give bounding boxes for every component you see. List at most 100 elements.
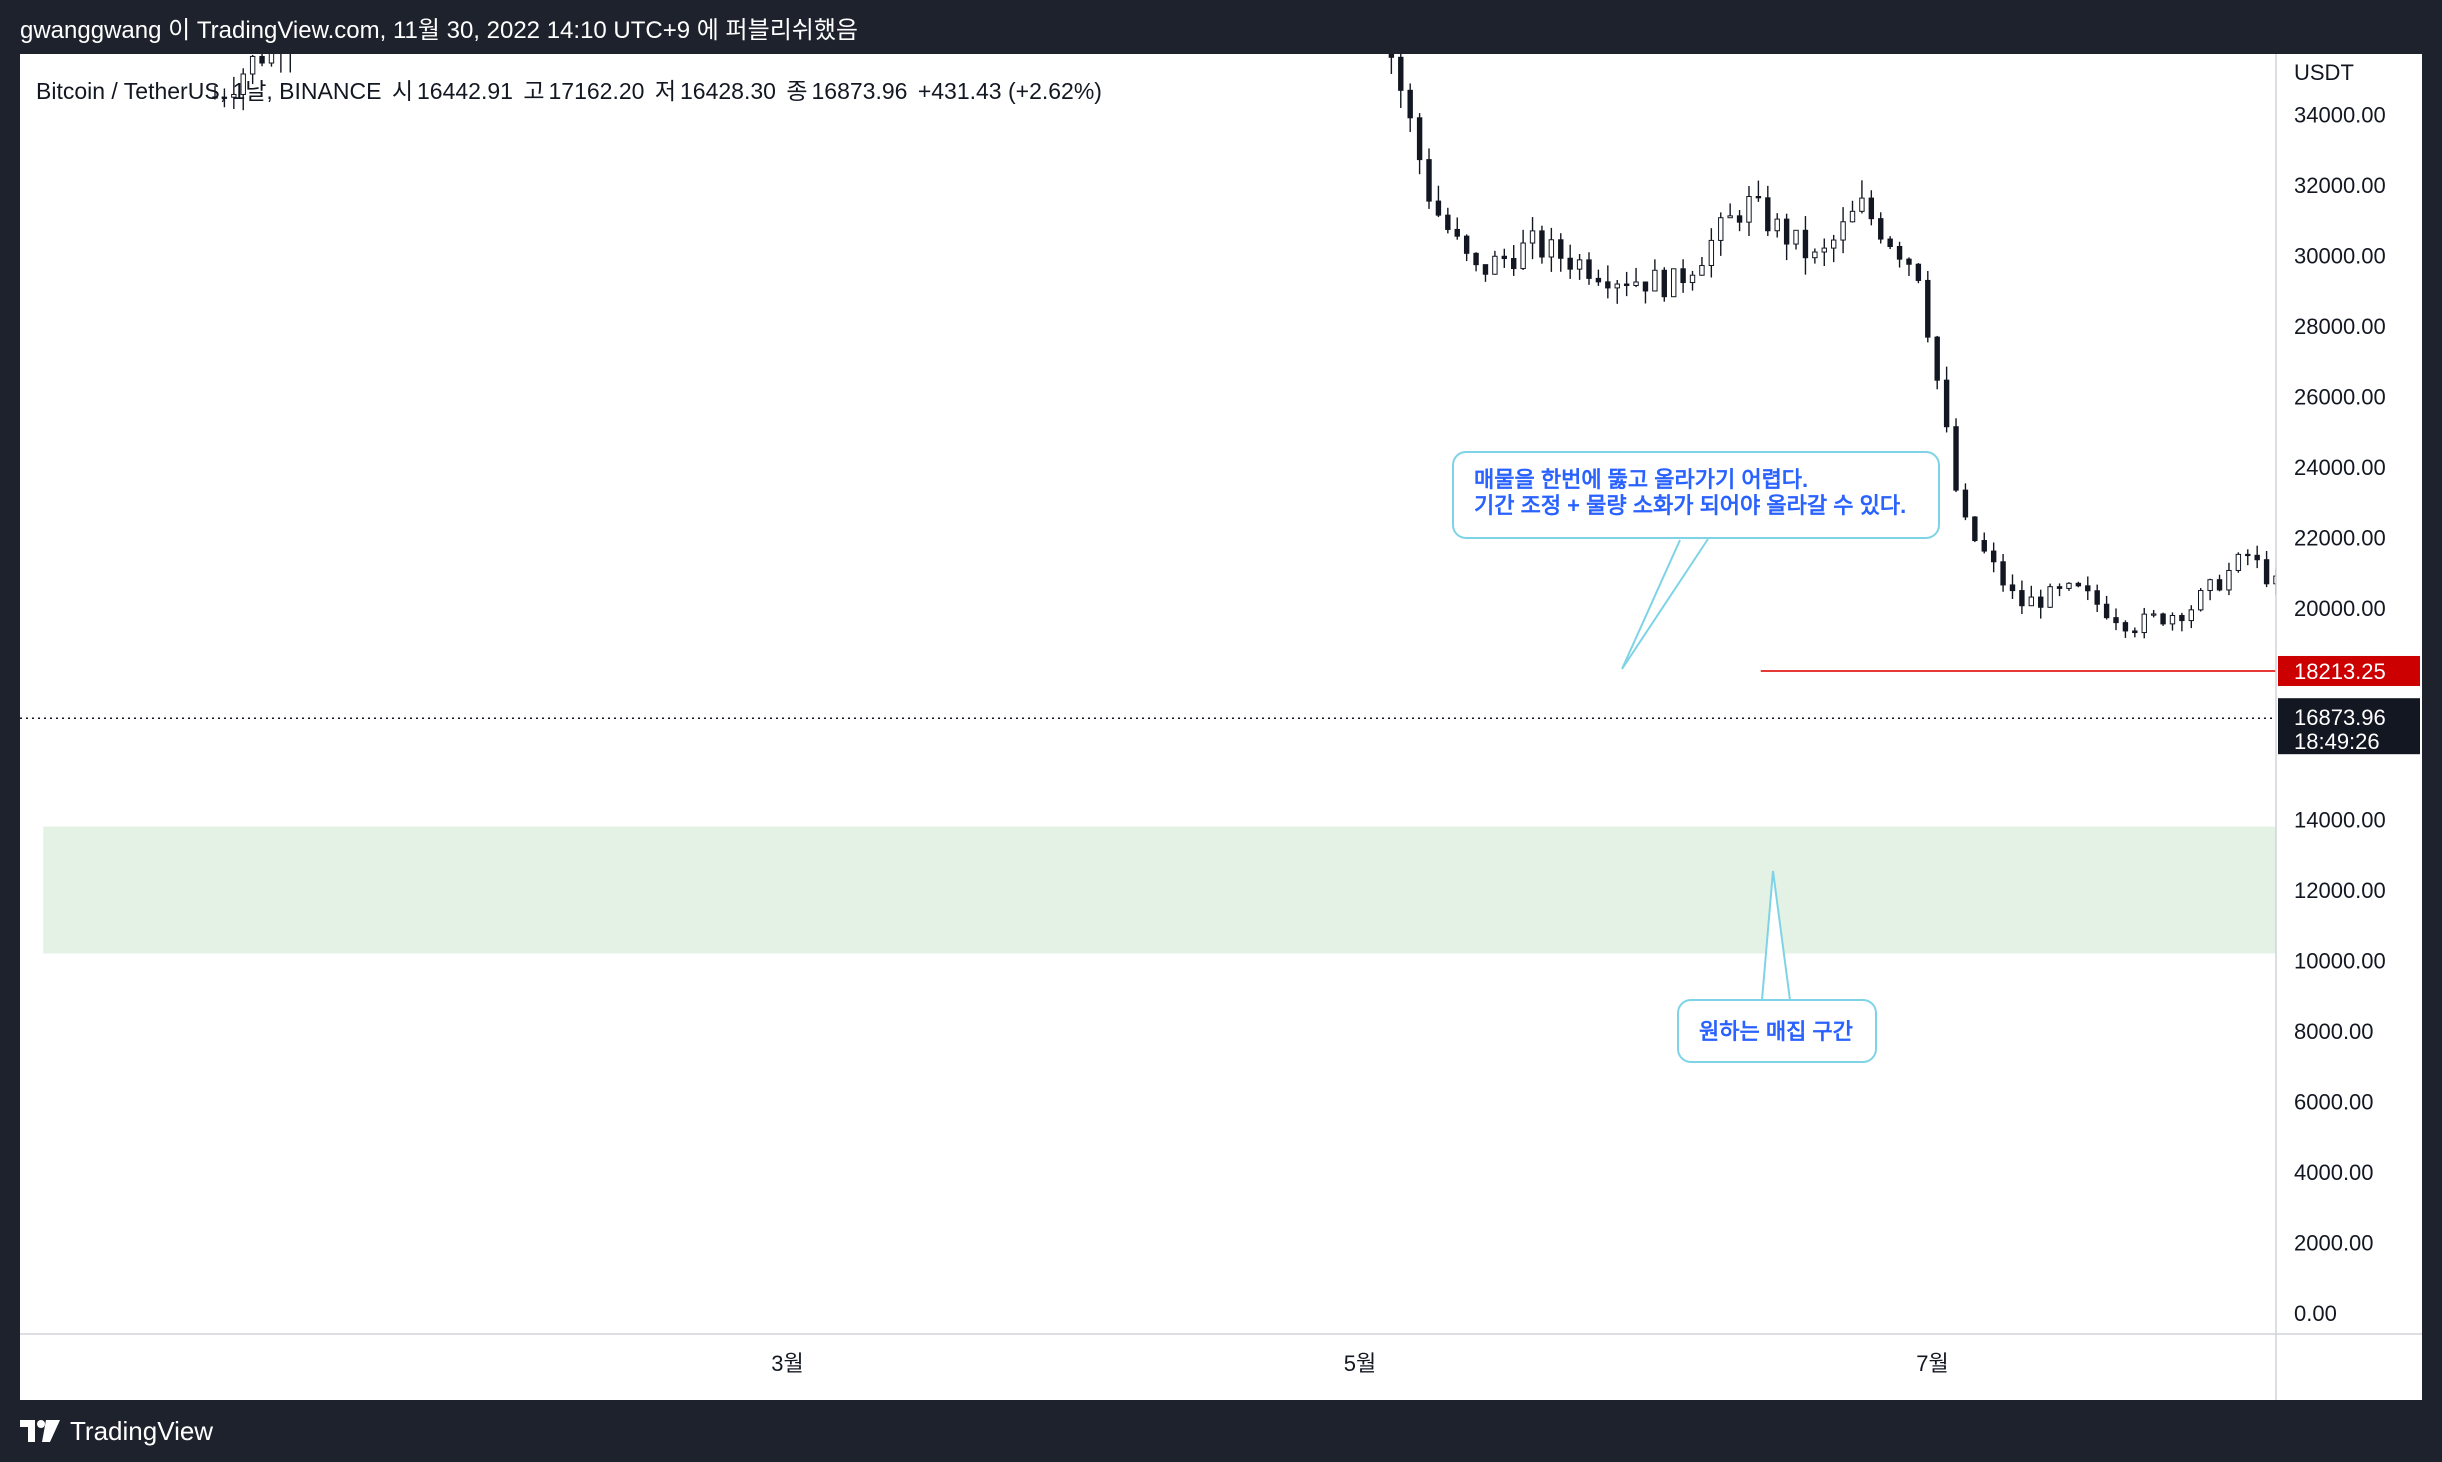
low-value: 16428.30 — [679, 78, 776, 104]
price-tick-label: 28000.00 — [2294, 314, 2386, 339]
tradingview-logo[interactable]: TradingView — [20, 1416, 213, 1447]
candle-body — [1633, 281, 1639, 287]
candle-body — [2150, 613, 2157, 616]
candle-body — [1878, 218, 1884, 240]
chart-frame[interactable]: USDT 34000.00 32000.00 30000.00 28000.00 2600… — [20, 54, 2422, 1400]
candle-body — [1548, 239, 1555, 258]
time-tick-label: 5월 — [1344, 1351, 1376, 1376]
resistance-price-tag-label: 18213.25 — [2294, 659, 2386, 684]
candle-body — [1821, 247, 1827, 253]
candle-body — [1915, 263, 1922, 281]
candle-body — [1849, 210, 1856, 223]
candle-body — [2132, 630, 2138, 634]
candle-body — [2000, 561, 2006, 586]
candle-body — [1943, 379, 1950, 428]
candle-body — [2094, 590, 2100, 605]
price-tick-label: 8000.00 — [2294, 1019, 2374, 1044]
candle-body — [2188, 609, 2195, 622]
candle-body — [1652, 269, 1658, 292]
candle-body — [1482, 264, 1489, 275]
candle-body — [2009, 584, 2016, 592]
price-tick-label: 30000.00 — [2294, 244, 2386, 269]
price-tick-label: 34000.00 — [2294, 103, 2386, 128]
candle-body — [1680, 268, 1686, 284]
candle-body — [1661, 269, 1667, 298]
candle-body — [1755, 196, 1762, 199]
countdown-label: 18:49:26 — [2294, 729, 2380, 754]
price-tick-label: 14000.00 — [2294, 808, 2386, 833]
candle-body — [1962, 489, 1969, 518]
candle-body — [2330, 564, 2334, 592]
candle-body — [259, 55, 265, 64]
candle-body — [1463, 235, 1470, 254]
resistance-callout-line2: 기간 조정 + 물량 소화가 되어야 올라갈 수 있다. — [1474, 493, 1907, 518]
candle-body — [1388, 54, 1395, 58]
candle-body — [1623, 283, 1630, 287]
resistance-callout-line1: 매물을 한번에 뚫고 올라가기 어렵다. — [1474, 467, 1809, 492]
price-chart[interactable]: USDT 34000.00 32000.00 30000.00 28000.00 2600… — [20, 54, 2422, 1400]
resistance-callout: 매물을 한번에 뚫고 올라가기 어렵다. 기간 조정 + 물량 소화가 되어야 … — [1452, 451, 1940, 539]
candle-body — [1567, 257, 1573, 270]
current-price-tag-label: 16873.96 — [2294, 705, 2386, 730]
candle-body — [240, 73, 246, 95]
candle-body — [2122, 622, 2129, 632]
candle-body — [1520, 242, 1526, 270]
high-value: 17162.20 — [548, 78, 645, 104]
candle-body — [2169, 614, 2176, 625]
candle-body — [1972, 516, 1978, 542]
time-tick-label: 3월 — [771, 1351, 803, 1376]
candle-body — [1840, 221, 1846, 241]
candle-body — [2019, 590, 2025, 607]
accumulation-zone — [43, 826, 2276, 954]
candle-body — [1614, 283, 1620, 289]
candle-body — [1783, 218, 1790, 245]
candle-body — [231, 93, 237, 98]
candle-body — [1689, 274, 1696, 284]
candle-body — [2028, 596, 2035, 607]
change-value: +431.43 (+2.62%) — [917, 78, 1102, 104]
candle-body — [2179, 614, 2185, 622]
candle-body — [1990, 550, 1997, 563]
candle-body — [1529, 230, 1536, 244]
candle-body — [1802, 229, 1809, 259]
candle-body — [1925, 279, 1931, 338]
candle-body — [1934, 336, 1940, 381]
candle-body — [2216, 579, 2223, 591]
candle-body — [1727, 215, 1733, 219]
publish-header: gwanggwang 이 TradingView.com, 11월 30, 20… — [0, 0, 2442, 54]
candle-body — [1576, 259, 1583, 270]
candle-body — [2263, 559, 2270, 585]
candle-body — [2141, 613, 2147, 634]
candle-body — [1793, 229, 1799, 245]
candle-body — [2415, 564, 2419, 565]
low-label: 저 — [654, 78, 676, 104]
zone-callout-tail — [1761, 870, 1791, 1001]
candle-body — [1718, 217, 1724, 241]
candle-body — [1765, 197, 1771, 232]
candle-body — [2340, 549, 2344, 564]
candle-body — [1426, 159, 1432, 202]
candle-body — [1473, 252, 1479, 266]
zone-callout: 원하는 매집 구간 — [1677, 999, 1877, 1063]
candle-body — [1812, 251, 1818, 259]
candle-body — [1774, 218, 1780, 232]
candle-body — [1595, 277, 1602, 283]
candle-body — [1906, 258, 1912, 265]
candle-body — [1708, 239, 1715, 266]
symbol-legend: Bitcoin / TetherUS, 1날, BINANCE 시 16442.9… — [36, 72, 1106, 106]
price-tick-label: 26000.00 — [2294, 385, 2386, 410]
candle-body — [212, 96, 218, 99]
candle-body — [2406, 546, 2410, 563]
candle-body — [1398, 56, 1404, 91]
candle-body — [2273, 575, 2276, 585]
candle-body — [1699, 264, 1705, 276]
candle-body — [1492, 255, 1498, 275]
candle-body — [2245, 553, 2251, 557]
candle-body — [2075, 582, 2082, 587]
time-tick-label: 7월 — [1916, 1351, 1948, 1376]
price-tick-label: 12000.00 — [2294, 878, 2386, 903]
high-label: 고 — [523, 78, 545, 104]
candle-body — [1746, 196, 1752, 223]
candle-body — [1887, 238, 1893, 247]
candle-body — [2235, 553, 2242, 571]
